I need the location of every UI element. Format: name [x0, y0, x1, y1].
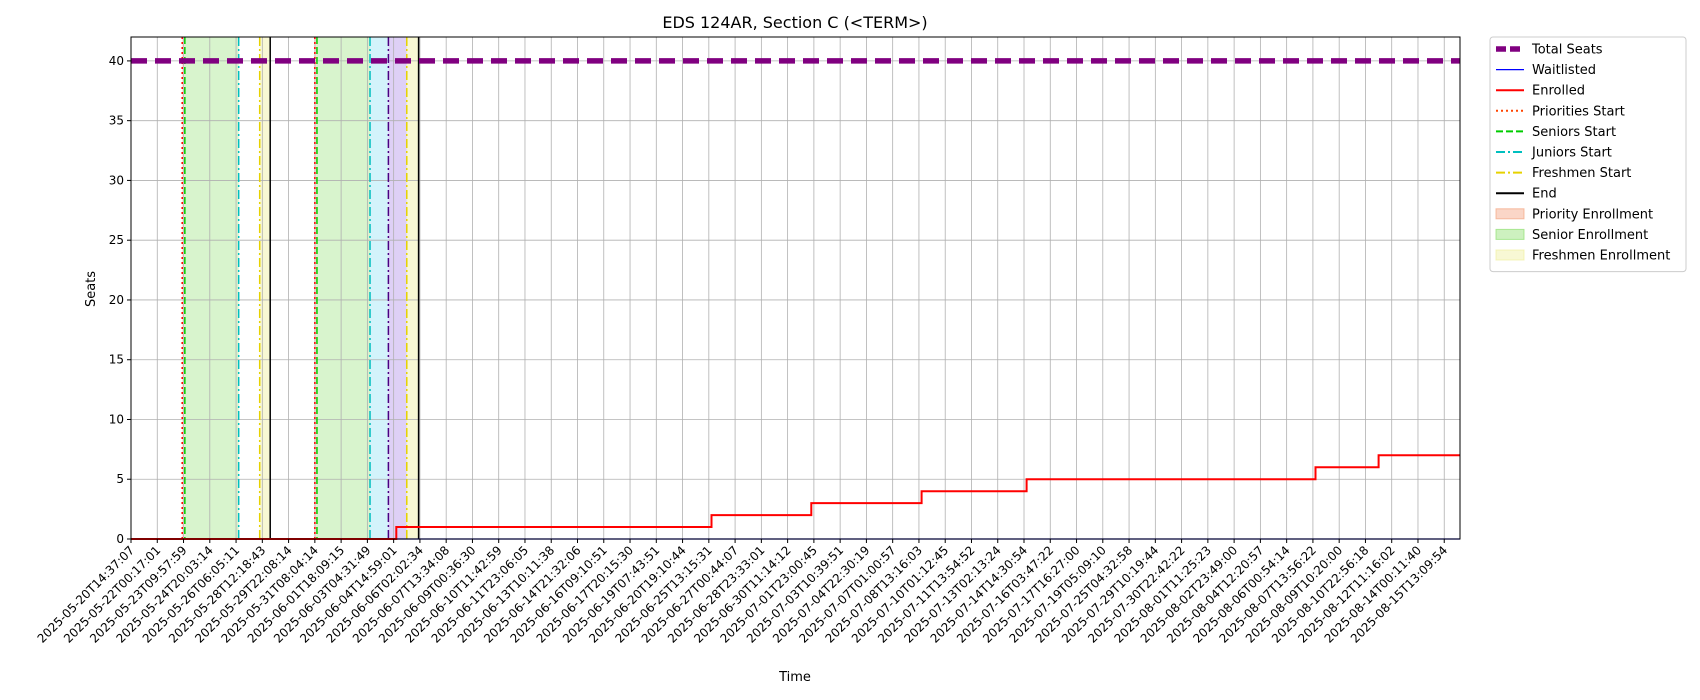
shaded-region-3-0 [388, 37, 407, 539]
legend-box [1489, 36, 1687, 273]
legend-label: Enrolled [1532, 84, 1585, 99]
legend-label: Priorities Start [1532, 104, 1625, 119]
plot-frame [130, 36, 1461, 540]
shaded-region-4-0 [259, 37, 271, 539]
legend-label: Juniors Start [1531, 146, 1612, 161]
y-tick-label: 25 [109, 233, 124, 247]
shaded-region-4-1 [406, 37, 419, 539]
shaded-regions [182, 37, 419, 539]
shaded-region-0-1 [314, 37, 317, 539]
y-tick-label: 15 [109, 353, 124, 367]
y-tick-label: 0 [116, 532, 124, 546]
y-axis-ticks: 0 5 10 15 20 25 30 35 40 [109, 54, 131, 546]
legend-swatch [1495, 249, 1525, 261]
y-tick-label: 20 [109, 293, 124, 307]
y-tick-label: 40 [109, 54, 124, 68]
y-axis-label: Seats [84, 271, 99, 307]
legend-label: Freshmen Start [1532, 166, 1631, 181]
shaded-region-2-0 [370, 37, 389, 539]
y-tick-label: 10 [109, 412, 124, 426]
legend-label: End [1532, 187, 1557, 202]
legend-swatch [1495, 228, 1525, 240]
y-tick-label: 5 [116, 472, 124, 486]
y-tick-label: 35 [109, 114, 124, 128]
x-axis-ticks: 2025-05-20T14:37:072025-05-22T00:17:0120… [35, 539, 1450, 646]
shaded-region-1-0 [184, 37, 239, 539]
legend-label: Freshmen Enrollment [1532, 249, 1670, 264]
y-tick-label: 30 [109, 173, 124, 187]
x-axis-label: Time [778, 670, 811, 685]
grid [130, 37, 1460, 540]
legend-label: Senior Enrollment [1532, 228, 1648, 243]
legend: Total Seats Waitlisted Enrolled Priorities … [1489, 36, 1687, 273]
chart-title: EDS 124AR, Section C (<TERM>) [662, 13, 927, 32]
vertical-markers [181, 37, 420, 539]
legend-label: Priority Enrollment [1532, 207, 1653, 222]
legend-label: Seniors Start [1532, 125, 1616, 140]
series-line-2 [131, 454, 1460, 540]
legend-label: Waitlisted [1532, 63, 1596, 78]
legend-swatch [1495, 208, 1525, 220]
shaded-region-1-1 [316, 37, 371, 539]
legend-label: Total Seats [1531, 43, 1603, 58]
